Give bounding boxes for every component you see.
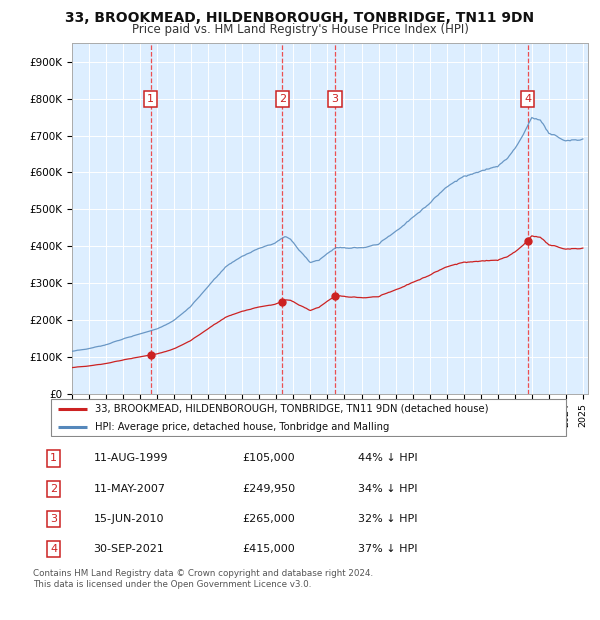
Text: 2: 2 <box>279 94 286 104</box>
Text: 3: 3 <box>332 94 338 104</box>
Text: 44% ↓ HPI: 44% ↓ HPI <box>358 453 418 463</box>
Text: 33, BROOKMEAD, HILDENBOROUGH, TONBRIDGE, TN11 9DN: 33, BROOKMEAD, HILDENBOROUGH, TONBRIDGE,… <box>65 11 535 25</box>
Text: £105,000: £105,000 <box>242 453 295 463</box>
Text: Contains HM Land Registry data © Crown copyright and database right 2024.
This d: Contains HM Land Registry data © Crown c… <box>33 569 373 588</box>
Text: 33, BROOKMEAD, HILDENBOROUGH, TONBRIDGE, TN11 9DN (detached house): 33, BROOKMEAD, HILDENBOROUGH, TONBRIDGE,… <box>95 404 488 414</box>
Text: Price paid vs. HM Land Registry's House Price Index (HPI): Price paid vs. HM Land Registry's House … <box>131 23 469 36</box>
Text: HPI: Average price, detached house, Tonbridge and Malling: HPI: Average price, detached house, Tonb… <box>95 422 389 432</box>
Text: 11-MAY-2007: 11-MAY-2007 <box>94 484 166 494</box>
Text: 11-AUG-1999: 11-AUG-1999 <box>94 453 168 463</box>
Text: 30-SEP-2021: 30-SEP-2021 <box>94 544 164 554</box>
Text: £415,000: £415,000 <box>242 544 295 554</box>
Text: 32% ↓ HPI: 32% ↓ HPI <box>358 514 418 524</box>
Text: 15-JUN-2010: 15-JUN-2010 <box>94 514 164 524</box>
Text: 1: 1 <box>147 94 154 104</box>
Text: 2: 2 <box>50 484 57 494</box>
Text: 1: 1 <box>50 453 57 463</box>
Text: £265,000: £265,000 <box>242 514 295 524</box>
Text: 37% ↓ HPI: 37% ↓ HPI <box>358 544 418 554</box>
Text: 3: 3 <box>50 514 57 524</box>
FancyBboxPatch shape <box>50 399 566 436</box>
Text: 34% ↓ HPI: 34% ↓ HPI <box>358 484 418 494</box>
Text: 4: 4 <box>50 544 57 554</box>
Text: £249,950: £249,950 <box>242 484 296 494</box>
Text: 4: 4 <box>524 94 531 104</box>
